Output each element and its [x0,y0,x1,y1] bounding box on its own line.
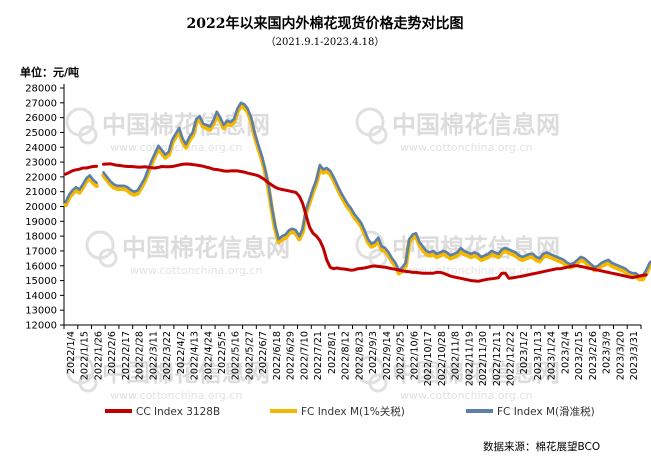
series-line-2-segment-1 [102,101,651,278]
x-tick-label: 2023/2/26 [588,331,599,380]
series-line-2-segment-0 [64,174,98,204]
x-tick-label: 2022/1/4 [66,331,77,374]
x-tick-label: 2022/6/18 [272,331,283,380]
watermark-logo [355,107,388,145]
x-tick-label: 2022/8/1 [327,331,338,374]
x-tick-label: 2022/10/28 [437,331,448,386]
watermark-url: www.cottonchina.org.cn [130,264,262,277]
legend: CC Index 3128B FC Index M(1%关税) FC Index… [105,405,595,418]
x-tick-label: 2023/1/24 [547,331,558,380]
x-tick-labels: 2022/1/4 2022/1/15 2022/1/26 2022/2/6 2022/2… [63,325,642,386]
y-tick-labels: 12000 13000 14000 15000 16000 17000 18000 19000… [25,84,64,332]
legend-label-fc-index-1pct: FC Index M(1%关税) [301,405,405,418]
x-tick-label: 2022/7/21 [313,331,324,380]
x-tick-label: 2022/2/28 [135,331,146,380]
y-tick-label: 23000 [25,158,57,169]
y-tick-label: 27000 [25,98,57,109]
x-tick-label: 2022/6/29 [286,331,297,380]
x-tick-label: 2022/7/10 [299,331,310,380]
watermark-layer: 中国棉花信息网 www.cottonchina.org.cn 中国棉花信息网 www.… [65,107,560,402]
watermark-url: www.cottonchina.org.cn [400,141,532,154]
watermark-logo [85,230,118,268]
x-tick-label: 2023/3/9 [602,331,613,374]
watermark-text: 中国棉花信息网 [102,359,270,387]
watermark-url: www.cottonchina.org.cn [400,389,532,402]
x-tick-label: 2022/6/7 [258,331,269,374]
x-tick-label: 2022/2/17 [121,331,132,380]
data-source: 数据来源：棉花展望BCO [483,440,600,453]
x-tick-label: 2022/5/5 [217,331,228,374]
watermark-text: 中国棉花信息网 [392,359,560,387]
series-line-0-segment-1 [102,162,648,283]
legend-label-fc-index-sliding: FC Index M(滑准税) [497,405,595,418]
y-tick-label: 15000 [25,276,57,287]
x-tick-label: 2022/10/17 [423,331,434,386]
x-tick-label: 2023/1/2 [519,331,530,374]
watermark-url: www.cottonchina.org.cn [110,389,242,402]
x-tick-label: 2023/3/31 [629,331,640,380]
y-tick-label: 13000 [25,306,57,317]
x-tick-label: 2022/9/14 [382,331,393,380]
watermark-text: 中国棉花信息网 [122,234,290,262]
y-tick-label: 19000 [25,217,57,228]
x-tick-label: 2023/2/4 [560,331,571,374]
x-tick-label: 2022/1/15 [80,331,91,380]
y-axis-unit-label: 单位：元/吨 [20,65,79,79]
y-tick-label: 22000 [25,172,57,183]
chart-subtitle: （2021.9.1-2023.4.18） [266,36,385,48]
x-tick-label: 2022/8/12 [341,331,352,380]
x-tick-label: 2022/4/13 [190,331,201,380]
y-tick-label: 24000 [25,143,57,154]
x-tick-label: 2022/11/8 [451,331,462,380]
y-tick-label: 28000 [25,84,57,95]
x-tick-label: 2022/9/3 [368,331,379,374]
y-tick-label: 14000 [25,291,57,302]
series-line-0-segment-0 [64,164,99,176]
y-tick-label: 17000 [25,246,57,257]
x-tick-label: 2023/2/15 [574,331,585,380]
x-tick-label: 2022/11/19 [464,331,475,386]
legend-label-cc-index: CC Index 3128B [136,406,220,418]
x-tick-label: 2023/3/20 [615,331,626,380]
y-tick-label: 16000 [25,261,57,272]
x-tick-label: 2022/5/16 [231,331,242,380]
x-tick-label: 2022/4/2 [176,331,187,374]
x-tick-label: 2022/8/23 [354,331,365,380]
watermark-text: 中国棉花信息网 [102,111,270,139]
x-tick-label: 2023/1/13 [533,331,544,380]
x-tick-label: 2022/3/11 [148,331,159,380]
watermark-url: www.cottonchina.org.cn [110,141,242,154]
x-tick-label: 2022/9/25 [396,331,407,380]
x-tick-label: 2022/5/27 [244,331,255,380]
series-line-1-segment-0 [63,176,99,208]
x-tick-label: 2022/4/24 [203,331,214,380]
x-tick-label: 2022/10/6 [409,331,420,380]
y-tick-label: 12000 [25,321,57,332]
watermark-text: 中国棉花信息网 [392,111,560,139]
chart-title: 2022年以来国内外棉花现货价格走势对比图 [187,15,464,32]
y-tick-label: 25000 [25,128,57,139]
x-tick-label: 2022/3/22 [162,331,173,380]
x-tick-label: 2022/12/11 [492,331,503,386]
y-tick-label: 20000 [25,202,57,213]
x-tick-label: 2022/12/22 [505,331,516,386]
x-tick-label: 2022/11/30 [478,331,489,386]
series-lines [63,101,651,283]
watermark-logo [355,355,388,393]
y-tick-label: 26000 [25,113,57,124]
watermark-logo [65,355,98,393]
watermark-logo [65,107,98,145]
watermark-url: www.cottonchina.org.cn [400,264,532,277]
y-tick-label: 21000 [25,187,57,198]
x-tick-label: 2022/2/6 [107,331,118,374]
y-tick-label: 18000 [25,232,57,243]
x-tick-label: 2022/1/26 [93,331,104,380]
